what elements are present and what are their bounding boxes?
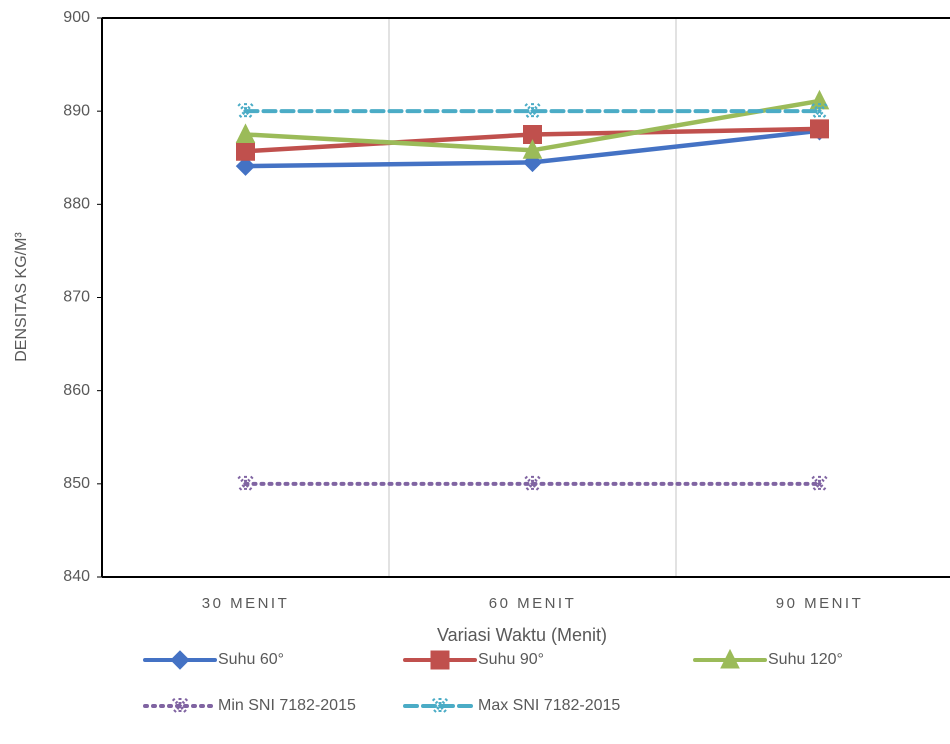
y-tick-label: 880 [63,196,90,213]
data-point [811,475,828,492]
legend-marker [430,650,450,670]
y-tick-label: 890 [63,102,90,119]
legend-label: Suhu 90° [478,651,544,668]
legend-marker [431,697,449,715]
y-axis-title: DENSITAS KG/M³ [13,232,30,362]
data-point [236,141,255,161]
legend-marker [171,697,189,715]
y-tick-label: 870 [63,289,90,306]
y-tick-label: 860 [63,382,90,399]
data-point [237,103,254,120]
data-point [811,103,828,120]
data-point [522,152,543,173]
data-point [237,475,254,492]
legend-label: Suhu 120° [768,651,843,668]
x-tick-label: 60 MENIT [489,595,577,612]
legend-marker [720,648,740,669]
data-point [524,103,541,120]
legend-label: Suhu 60° [218,651,284,668]
data-point [235,156,256,176]
x-axis-title: Variasi Waktu (Menit) [437,625,607,645]
x-tick-label: 30 MENIT [202,595,290,612]
y-tick-label: 850 [63,475,90,492]
data-point [522,139,543,159]
data-point [524,475,541,492]
data-point [523,124,542,144]
data-point [810,119,829,139]
legend-marker [170,650,190,670]
legend-label: Min SNI 7182-2015 [218,697,356,714]
y-tick-label: 840 [63,568,90,585]
legend-label: Max SNI 7182-2015 [478,697,620,714]
data-point [235,123,256,143]
y-tick-label: 900 [63,9,90,26]
x-tick-label: 90 MENIT [776,595,864,612]
